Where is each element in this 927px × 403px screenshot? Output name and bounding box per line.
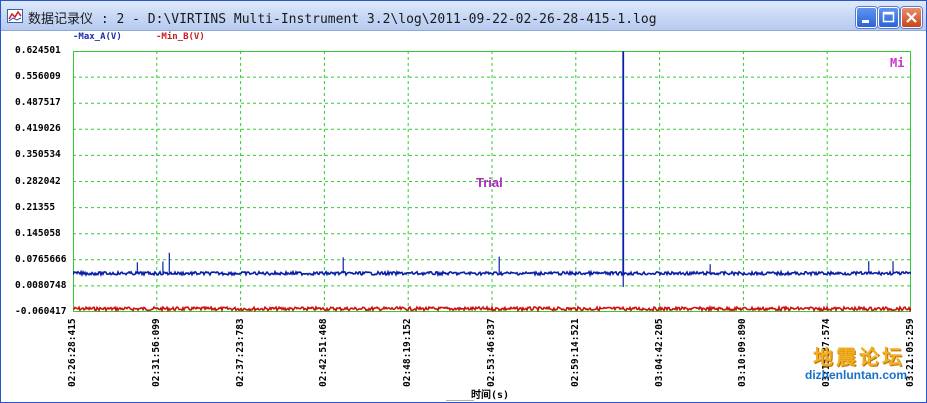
corner-marker: Mi <box>890 56 905 70</box>
x-tick-label-wrap: 02:59:14:521 <box>570 315 582 387</box>
series-max-a-line <box>73 269 911 278</box>
x-tick-label: 02:59:14:521 <box>569 318 581 387</box>
x-tick-label: 02:53:46:837 <box>486 318 497 387</box>
x-tick-label-wrap: 03:10:09:890 <box>737 315 749 387</box>
y-tick-label: 0.282042 <box>15 175 61 187</box>
y-tick-label: 0.21355 <box>15 201 56 213</box>
horizontal-scroll-thumb[interactable] <box>446 400 474 402</box>
x-tick-label: 03:10:09:890 <box>737 318 749 387</box>
y-tick-label: 0.624501 <box>15 45 61 56</box>
y-tick-label: 0.145058 <box>15 227 61 239</box>
site-watermark: 地震论坛 dizhenluntan.com <box>805 341 925 389</box>
maximize-button[interactable] <box>878 7 899 28</box>
x-tick-label-wrap: 02:53:46:837 <box>486 315 498 387</box>
minimize-icon <box>862 20 869 23</box>
x-tick-label: 02:42:51:468 <box>318 318 330 387</box>
x-tick-label-wrap: 02:31:56:099 <box>151 315 163 387</box>
watermark-url: dizhenluntan.com <box>805 368 907 382</box>
x-tick-label-wrap: 02:26:28:415 <box>67 315 79 387</box>
x-tick-label-wrap: 02:37:23:783 <box>235 315 247 387</box>
title-bar[interactable]: 数据记录仪 : 2 - D:\VIRTINS Multi-Instrument … <box>1 1 926 31</box>
x-tick-label: 03:04:42:205 <box>653 318 665 387</box>
legend-series-b: -Min_B(V) <box>156 32 205 42</box>
chart-app-icon <box>7 9 23 23</box>
y-tick-label: 0.350534 <box>15 149 61 161</box>
x-tick-label-wrap: 03:04:42:205 <box>654 315 666 387</box>
x-tick-label: 02:48:19:152 <box>402 318 414 387</box>
window-title: 数据记录仪 : 2 - D:\VIRTINS Multi-Instrument … <box>28 12 657 27</box>
x-tick-label: 02:31:56:099 <box>150 318 162 387</box>
y-tick-label: 0.487517 <box>15 97 61 109</box>
trial-watermark: Trial <box>476 175 503 190</box>
close-icon <box>906 12 917 23</box>
minimize-button[interactable] <box>856 7 877 28</box>
watermark-chinese: 地震论坛 <box>813 345 905 369</box>
maximize-icon <box>882 11 895 23</box>
x-tick-label: 02:26:28:415 <box>67 318 78 387</box>
close-button[interactable] <box>901 7 922 28</box>
y-tick-label: 0.0765666 <box>15 253 67 265</box>
x-tick-label-wrap: 02:48:19:152 <box>402 315 414 387</box>
line-chart[interactable] <box>73 51 911 312</box>
x-tick-label: 02:37:23:783 <box>234 318 246 387</box>
y-tick-label: -0.060417 <box>15 306 67 317</box>
y-tick-label: 0.0080748 <box>15 279 67 291</box>
x-axis-title: 时间(s) <box>471 390 510 401</box>
series-min-b-line <box>73 304 911 312</box>
legend-series-a: -Max_A(V) <box>73 32 122 42</box>
y-tick-label: 0.556009 <box>15 71 61 83</box>
x-tick-label-wrap: 02:42:51:468 <box>318 315 330 387</box>
y-tick-label: 0.419026 <box>15 123 61 135</box>
